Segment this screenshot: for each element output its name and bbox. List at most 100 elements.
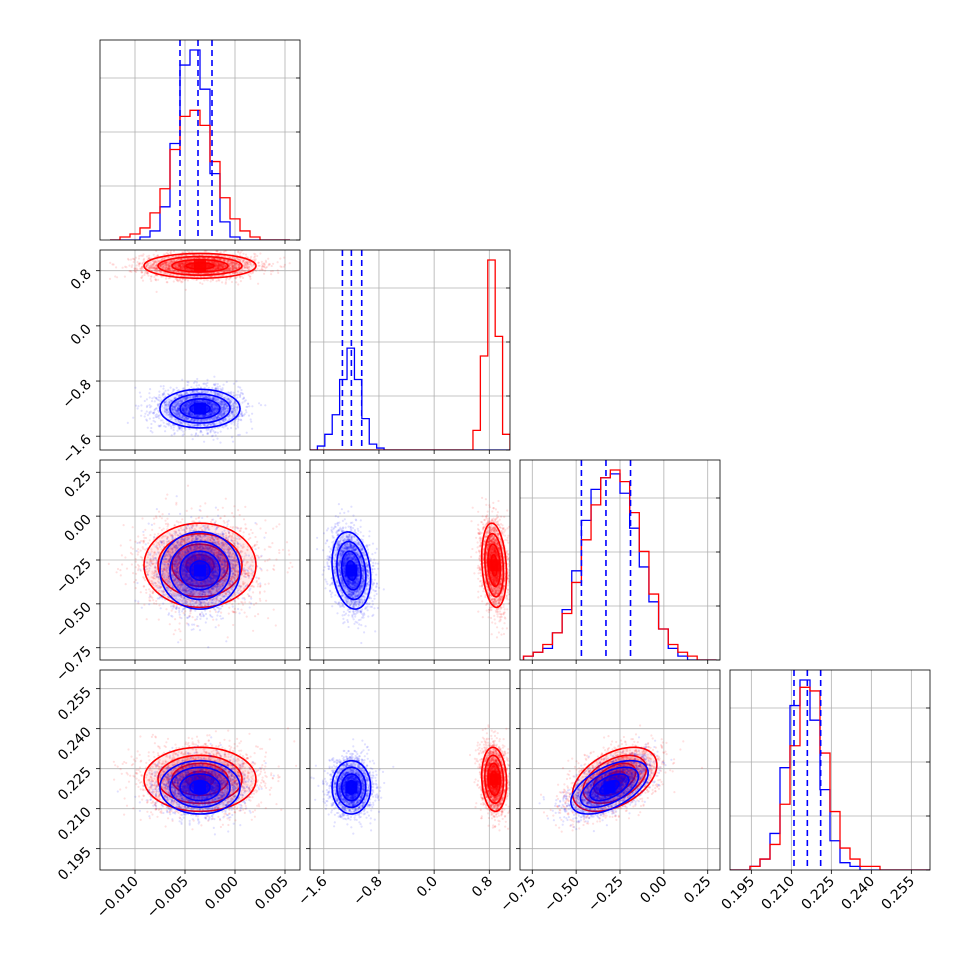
scatter-point: [244, 261, 247, 264]
scatter-point: [242, 259, 245, 262]
scatter-point: [211, 257, 214, 260]
scatter-point: [186, 268, 190, 271]
scatter-point: [245, 405, 248, 408]
scatter-point: [217, 261, 220, 264]
scatter-point: [179, 267, 182, 270]
scatter-point: [166, 268, 170, 271]
scatter-point: [140, 414, 143, 417]
scatter-point: [226, 261, 229, 264]
scatter-point: [217, 267, 220, 270]
scatter-point: [215, 263, 218, 266]
scatter-point: [239, 280, 242, 283]
scatter-point: [232, 391, 235, 394]
scatter-point: [226, 260, 230, 263]
scatter-point: [182, 387, 186, 390]
scatter-point: [259, 404, 263, 407]
scatter-point: [261, 263, 264, 266]
scatter-point: [235, 267, 238, 271]
scatter-point: [247, 402, 250, 405]
scatter-point: [178, 271, 181, 274]
scatter-point: [219, 263, 222, 266]
scatter-point: [200, 257, 203, 260]
scatter-point: [178, 264, 181, 267]
scatter-point: [133, 267, 136, 270]
scatter-point: [217, 264, 220, 268]
scatter-point: [209, 431, 212, 434]
scatter-point: [213, 268, 216, 271]
scatter-point: [213, 271, 216, 274]
scatter-point: [223, 264, 226, 268]
scatter-point: [249, 261, 252, 264]
scatter-point: [179, 265, 182, 268]
scatter-point: [188, 401, 191, 404]
scatter-point: [218, 264, 221, 267]
scatter-point: [218, 274, 221, 277]
scatter-point: [156, 261, 159, 264]
scatter-point: [178, 263, 182, 266]
scatter-point: [180, 254, 183, 257]
scatter-point: [231, 268, 234, 272]
scatter-point: [142, 258, 145, 262]
scatter-point: [146, 255, 149, 258]
scatter-point: [270, 273, 273, 276]
scatter-point: [217, 268, 220, 271]
scatter-point: [195, 428, 198, 431]
scatter-point: [153, 266, 156, 269]
scatter-point: [154, 267, 157, 270]
scatter-point: [175, 265, 178, 268]
scatter-point: [234, 276, 237, 279]
scatter-point: [209, 268, 212, 271]
scatter-point: [159, 265, 162, 268]
scatter-point: [265, 261, 268, 264]
scatter-point: [153, 262, 156, 265]
scatter-point: [209, 275, 212, 278]
scatter-point: [158, 269, 161, 272]
scatter-point: [202, 272, 205, 275]
scatter-point: [179, 263, 182, 266]
scatter-point: [238, 264, 242, 267]
scatter-point: [180, 271, 183, 274]
scatter-point: [190, 269, 193, 272]
scatter-point: [212, 261, 215, 264]
scatter-point: [145, 264, 148, 268]
scatter-point: [150, 422, 153, 426]
scatter-point: [166, 281, 169, 284]
scatter-point: [222, 258, 225, 261]
scatter-point: [237, 265, 241, 268]
scatter-point: [236, 422, 239, 425]
scatter-point: [233, 261, 236, 264]
scatter-point: [235, 262, 238, 265]
scatter-point: [225, 380, 228, 384]
scatter-point: [147, 262, 150, 265]
scatter-point: [217, 266, 220, 269]
scatter-point: [140, 267, 143, 270]
scatter-point: [264, 259, 267, 262]
scatter-point: [212, 268, 215, 271]
grid-lines: [100, 40, 300, 240]
scatter-point: [168, 423, 171, 426]
scatter-point: [179, 263, 182, 266]
scatter-point: [208, 260, 211, 263]
scatter-point: [234, 262, 237, 266]
scatter-point: [135, 270, 138, 273]
scatter-point: [237, 258, 240, 261]
scatter-point: [173, 269, 176, 272]
scatter-point: [165, 268, 168, 271]
scatter-point: [235, 380, 238, 383]
scatter-point: [210, 257, 214, 260]
scatter-point: [241, 393, 244, 396]
scatter-point: [215, 250, 218, 253]
scatter-point: [180, 261, 184, 265]
scatter-point: [249, 277, 252, 280]
scatter-point: [166, 263, 169, 267]
scatter-point: [196, 434, 200, 437]
scatter-point: [224, 281, 227, 284]
scatter-point: [140, 404, 143, 407]
scatter-point: [217, 267, 220, 270]
scatter-point: [160, 275, 163, 278]
scatter-point: [191, 269, 194, 272]
scatter-point: [188, 257, 191, 260]
scatter-point: [252, 263, 255, 266]
scatter-point: [229, 268, 232, 271]
scatter-point: [216, 258, 219, 261]
